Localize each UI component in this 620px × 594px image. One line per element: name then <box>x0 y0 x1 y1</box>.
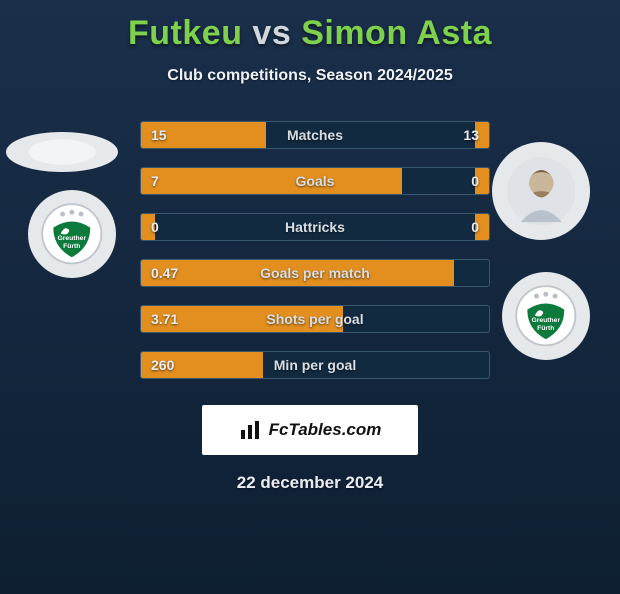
stat-bar-left-fill <box>141 214 155 240</box>
stat-label: Hattricks <box>141 214 489 240</box>
stat-bar-right-fill <box>475 168 489 194</box>
stat-bar: 1513Matches <box>140 121 490 149</box>
footer-date: 22 december 2024 <box>0 473 620 493</box>
brand-text: FcTables.com <box>269 420 382 440</box>
stat-bar-right-fill <box>475 214 489 240</box>
subtitle: Club competitions, Season 2024/2025 <box>0 67 620 85</box>
title-vs: vs <box>252 14 291 52</box>
stat-bar-left-fill <box>141 168 402 194</box>
stat-bar-right-fill <box>475 122 489 148</box>
stat-bar-left-fill <box>141 352 263 378</box>
brand-chip: FcTables.com <box>202 405 418 455</box>
title-player1: Futkeu <box>128 14 242 52</box>
stat-bar: 00Hattricks <box>140 213 490 241</box>
stat-bar-left-fill <box>141 306 343 332</box>
comparison-bars: 1513Matches 70Goals 00Hattricks 0.47Goals p… <box>140 121 490 379</box>
stat-bar: 3.71Shots per goal <box>140 305 490 333</box>
stat-bar: 70Goals <box>140 167 490 195</box>
stat-bar-left-fill <box>141 260 454 286</box>
bars-icon <box>239 418 263 442</box>
stat-bar: 260Min per goal <box>140 351 490 379</box>
title-player2: Simon Asta <box>301 14 492 52</box>
stat-bar-left-fill <box>141 122 266 148</box>
stat-bar: 0.47Goals per match <box>140 259 490 287</box>
comparison-title: Futkeu vs Simon Asta <box>0 14 620 53</box>
